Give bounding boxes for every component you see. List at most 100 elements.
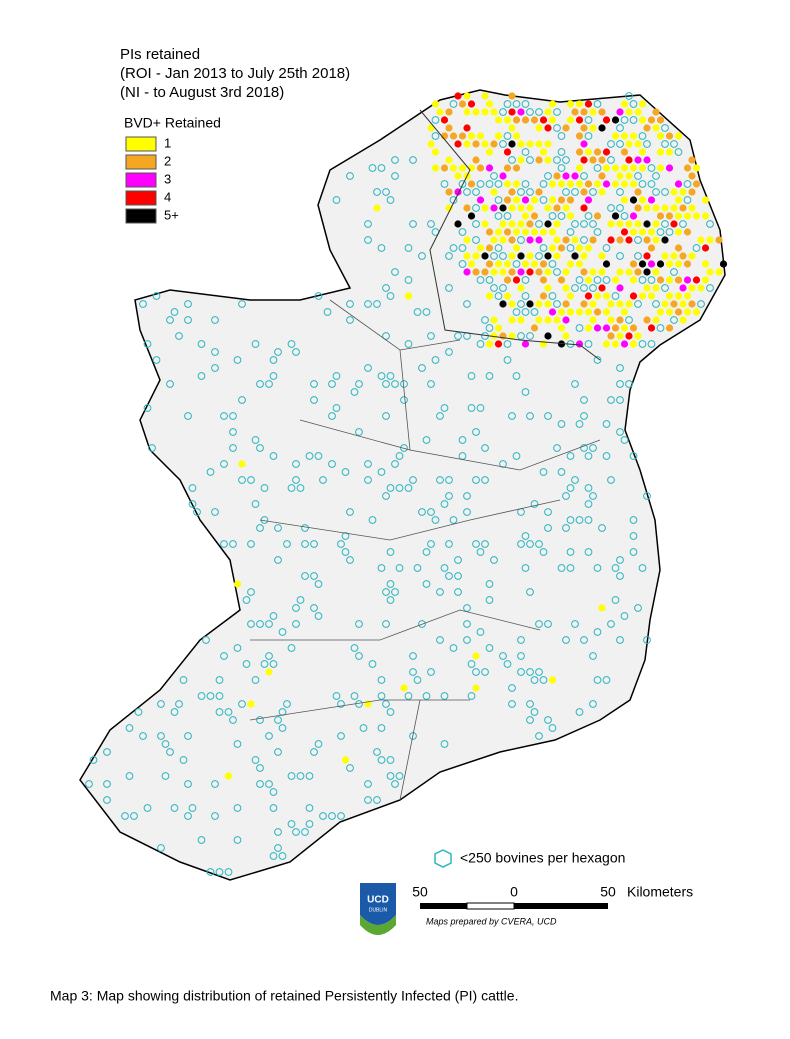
hexagon-low — [211, 348, 219, 356]
hexagon-low — [89, 756, 98, 764]
hexagon-low — [445, 492, 453, 500]
hexagon-low — [247, 620, 255, 628]
hexagon-pi — [400, 684, 408, 692]
hexagon-low — [503, 340, 512, 348]
hexagon-icon — [434, 849, 452, 868]
hexagon-low — [188, 484, 197, 492]
hexagon-low — [418, 252, 426, 260]
hexagon-low — [476, 276, 485, 284]
hexagon-low — [454, 572, 462, 580]
hexagon-low — [364, 364, 372, 372]
hexagon-low — [251, 676, 260, 684]
hexagon-pi — [445, 204, 453, 212]
hexagon-low — [431, 516, 440, 524]
hexagon-low — [413, 676, 422, 684]
hexagon-pi — [427, 140, 435, 148]
hexagon-pi — [472, 684, 480, 692]
hexagon-low — [566, 548, 575, 556]
hexagon-pi — [580, 108, 588, 116]
hexagon-low — [472, 188, 480, 196]
hexagon-pi — [683, 164, 692, 172]
hexagon-pi — [517, 316, 525, 324]
hexagon-low — [386, 196, 395, 204]
hexagon-pi — [490, 140, 498, 148]
hexagon-low — [409, 652, 417, 660]
hexagon-pi — [499, 204, 507, 212]
hexagon-low — [571, 220, 579, 228]
hexagon-low — [377, 756, 386, 764]
hexagon-pi — [634, 140, 642, 148]
hexagon-pi — [665, 132, 674, 140]
hexagon-pi — [634, 332, 642, 340]
hexagon-low — [472, 668, 480, 676]
hexagon-low — [143, 340, 152, 348]
hexagon-low — [310, 396, 318, 404]
hexagon-pi — [584, 148, 593, 156]
hexagon-low — [310, 540, 318, 548]
hexagon-pi — [566, 196, 575, 204]
hexagon-low — [449, 644, 458, 652]
hexagon-pi — [463, 108, 471, 116]
hexagon-low — [269, 788, 278, 796]
hexagon-pi — [472, 652, 480, 660]
hexagon-low — [418, 508, 426, 516]
hexagon-pi — [593, 148, 602, 156]
hexagon-low — [661, 220, 669, 228]
hexagon-low — [445, 476, 453, 484]
hexagon-pi — [625, 172, 633, 180]
hexagon-low — [499, 284, 507, 292]
hexagon-pi — [548, 196, 557, 204]
hexagon-low — [292, 828, 300, 836]
hexagon-low — [539, 196, 548, 204]
hexagon-pi — [481, 92, 489, 100]
hexagon-pi — [472, 156, 480, 164]
hexagon-pi — [580, 268, 588, 276]
hexagon-low — [233, 356, 242, 364]
hexagon-pi — [656, 276, 665, 284]
hexagon-pi — [490, 108, 498, 116]
hexagon-pi — [472, 140, 480, 148]
hexagon-low — [683, 180, 692, 188]
hexagon-low — [364, 460, 372, 468]
hexagon-pi — [620, 228, 629, 236]
hexagon-low — [499, 108, 507, 116]
hexagon-low — [359, 724, 368, 732]
hexagon-pi — [598, 268, 606, 276]
hexagon-low — [220, 540, 228, 548]
hexagon-pi — [548, 228, 557, 236]
hexagon-low — [602, 452, 611, 460]
hexagon-low — [184, 300, 192, 308]
hexagon-low — [544, 716, 552, 724]
hexagon-pi — [499, 236, 507, 244]
hexagon-pi — [571, 172, 579, 180]
hexagon-pi — [598, 124, 606, 132]
hexagon-pi — [584, 292, 593, 300]
hexagon-low — [152, 356, 161, 364]
hexagon-low — [224, 708, 233, 716]
hexagon-low — [251, 756, 260, 764]
hexagon-pi — [647, 260, 656, 268]
hexagon-low — [517, 188, 525, 196]
hexagon-low — [670, 316, 678, 324]
hexagon-pi — [634, 268, 642, 276]
hexagon-low — [445, 252, 453, 260]
hexagon-pi — [661, 252, 669, 260]
hexagon-pi — [584, 308, 593, 316]
hexagon-low — [386, 708, 395, 716]
hexagon-low — [170, 308, 179, 316]
hexagon-pi — [481, 252, 489, 260]
hexagon-low — [404, 276, 413, 284]
hexagon-low — [206, 692, 215, 700]
hexagon-low — [310, 572, 318, 580]
hexagon-low — [382, 700, 390, 708]
hexagon-pi — [584, 324, 593, 332]
hexagon-pi — [602, 260, 611, 268]
hexagon-low — [616, 556, 624, 564]
hexagon-low — [494, 212, 503, 220]
hexagon-low — [148, 444, 156, 452]
hexagon-low — [503, 132, 512, 140]
hexagon-pi — [521, 260, 530, 268]
hexagon-pi — [521, 212, 530, 220]
hexagon-low — [314, 580, 323, 588]
hexagon-low — [242, 596, 251, 604]
